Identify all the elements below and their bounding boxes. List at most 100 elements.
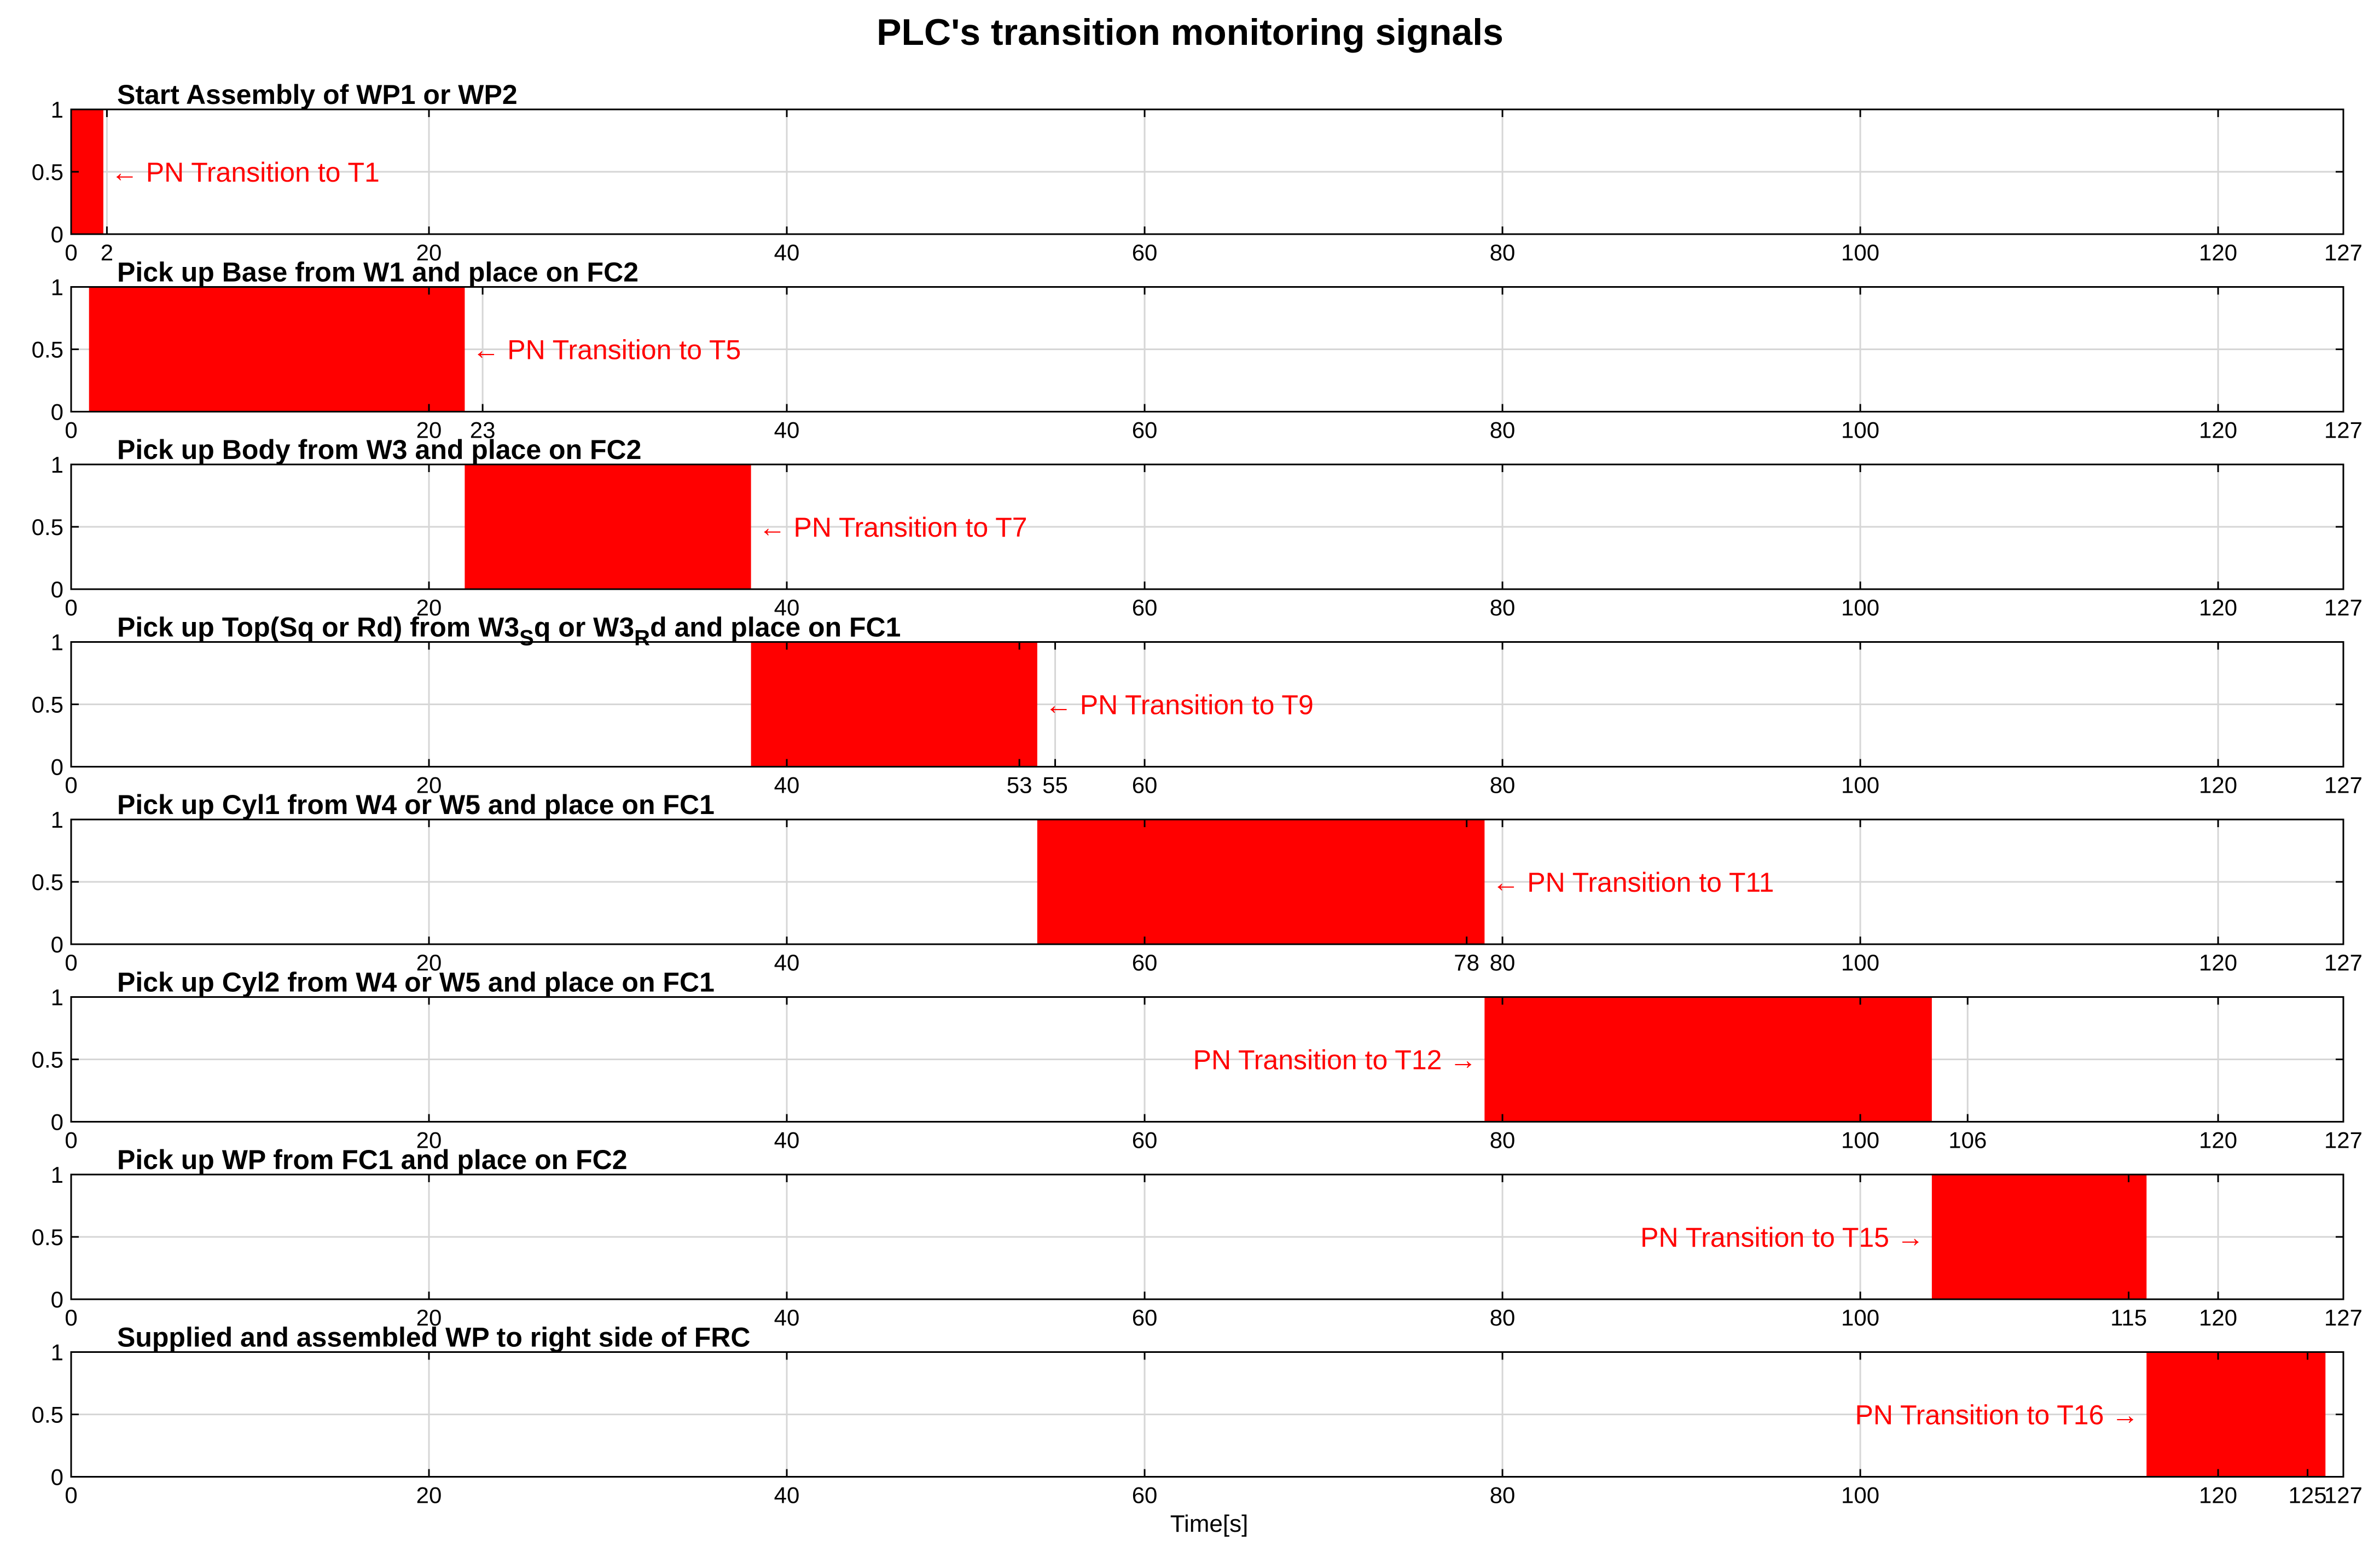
- x-tick-label: 127: [2324, 240, 2362, 265]
- annotation: ← PN Transition to T1: [111, 157, 380, 188]
- panel-title: Supplied and assembled WP to right side …: [117, 1322, 751, 1353]
- x-tick-label: 80: [1490, 1127, 1516, 1153]
- x-tick-label: 120: [2199, 417, 2237, 443]
- x-tick-label: 40: [774, 1127, 800, 1153]
- panel-title: Pick up Base from W1 and place on FC2: [117, 257, 638, 288]
- x-tick-label: 0: [65, 772, 77, 798]
- x-tick-label: 40: [774, 1483, 800, 1508]
- title-subscript: R: [634, 626, 650, 650]
- signal-bar: [1931, 1175, 2147, 1299]
- x-tick-label: 80: [1490, 950, 1516, 975]
- x-tick-label: 100: [1841, 950, 1879, 975]
- signal-bar: [89, 287, 465, 412]
- y-tick-label: 1: [51, 985, 63, 1010]
- panel-2: 0 0.5 1 0 20 23 40 60 80 100 120 127 Pick up Base fr…: [32, 257, 2362, 443]
- annotation: ← PN Transition to T9: [1045, 690, 1314, 720]
- y-tick-label: 1: [51, 807, 63, 833]
- panel-6: 0 0.5 1 0 20 40 60 80 100 106 120 127 Pick up Cyl2 f…: [32, 967, 2362, 1153]
- y-tick-label: 0: [51, 932, 63, 957]
- y-tick-label: 0.5: [32, 337, 63, 363]
- x-tick-label: 60: [1132, 240, 1158, 265]
- title-subscript: S: [519, 626, 534, 650]
- y-tick-label: 0: [51, 222, 63, 247]
- annotation: PN Transition to T12 →: [1193, 1045, 1477, 1076]
- x-tick-label: 127: [2324, 595, 2362, 620]
- x-tick-label: 100: [1841, 417, 1879, 443]
- x-tick-label: 0: [65, 1127, 77, 1153]
- signal-bar: [751, 642, 1037, 767]
- x-tick-label: 0: [65, 1483, 77, 1508]
- x-tick-label: 60: [1132, 595, 1158, 620]
- x-tick-label: 40: [774, 240, 800, 265]
- x-tick-label: 40: [774, 1305, 800, 1330]
- y-tick-label: 0: [51, 399, 63, 425]
- x-tick-label: 100: [1841, 240, 1879, 265]
- panel-3: 0 0.5 1 0 20 40 60 80 100 120 127 Pick up Body from…: [32, 434, 2362, 620]
- chart-title: PLC's transition monitoring signals: [876, 11, 1504, 53]
- y-tick-label: 1: [51, 630, 63, 655]
- x-tick-label: 100: [1841, 772, 1879, 798]
- annotation: PN Transition to T15 →: [1640, 1222, 1924, 1253]
- x-tick-label: 100: [1841, 595, 1879, 620]
- y-tick-label: 0: [51, 1287, 63, 1312]
- x-tick-label: 120: [2199, 240, 2237, 265]
- x-tick-label: 80: [1490, 240, 1516, 265]
- x-tick-label: 20: [416, 1483, 442, 1508]
- y-tick-label: 0: [51, 1109, 63, 1135]
- annotation: ← PN Transition to T5: [472, 335, 741, 365]
- x-tick-label: 100: [1841, 1127, 1879, 1153]
- annotation: ← PN Transition to T7: [759, 512, 1028, 543]
- x-tick-label: 60: [1132, 1127, 1158, 1153]
- x-tick-label: 0: [65, 950, 77, 975]
- x-tick-label: 127: [2324, 772, 2362, 798]
- x-tick-label: 40: [774, 772, 800, 798]
- x-tick-label: 120: [2199, 772, 2237, 798]
- x-tick-label: 40: [774, 950, 800, 975]
- x-tick-label: 127: [2324, 1127, 2362, 1153]
- y-tick-label: 0.5: [32, 159, 63, 185]
- panel-title: Pick up Cyl2 from W4 or W5 and place on …: [117, 967, 715, 998]
- x-tick-label: 20: [416, 772, 442, 798]
- x-tick-label: 60: [1132, 417, 1158, 443]
- x-tick-label: 55: [1042, 772, 1068, 798]
- x-tick-label: 40: [774, 595, 800, 620]
- x-tick-label: 120: [2199, 1483, 2237, 1508]
- x-tick-label: 80: [1490, 1483, 1516, 1508]
- x-tick-label: 125: [2289, 1483, 2327, 1508]
- x-tick-label: 53: [1007, 772, 1032, 798]
- annotation: ← PN Transition to T11: [1492, 867, 1774, 898]
- x-tick-label: 127: [2324, 1305, 2362, 1330]
- panel-title: Pick up Body from W3 and place on FC2: [117, 434, 641, 465]
- x-tick-label: 20: [416, 1305, 442, 1330]
- x-tick-label: 127: [2324, 417, 2362, 443]
- y-tick-label: 0.5: [32, 1224, 63, 1250]
- title-segment: q or W3: [534, 612, 634, 643]
- x-tick-label: 0: [65, 240, 77, 265]
- x-tick-label: 120: [2199, 595, 2237, 620]
- x-tick-label: 127: [2324, 950, 2362, 975]
- x-tick-label: 20: [416, 950, 442, 975]
- x-tick-label: 20: [416, 240, 442, 265]
- x-tick-label: 120: [2199, 1305, 2237, 1330]
- y-tick-label: 1: [51, 1162, 63, 1188]
- panel-5: 0 0.5 1 0 20 40 60 78 80 100 120 127 Pick up Cyl1 fr…: [32, 789, 2362, 975]
- x-tick-label: 40: [774, 417, 800, 443]
- panel-title: Pick up Top(Sq or Rd) from W3Sq or W3Rd …: [117, 612, 901, 650]
- panel-title: Pick up Cyl1 from W4 or W5 and place on …: [117, 789, 715, 820]
- x-tick-label: 60: [1132, 1483, 1158, 1508]
- y-tick-label: 1: [51, 1340, 63, 1365]
- panel-title: Start Assembly of WP1 or WP2: [117, 79, 518, 110]
- x-tick-label: 80: [1490, 1305, 1516, 1330]
- title-segment: d and place on FC1: [650, 612, 901, 643]
- panel-4: 0 0.5 1 0 20 40 53 55 60 80 100 120 127 Pick up Top(S…: [32, 612, 2362, 798]
- y-tick-label: 0: [51, 754, 63, 780]
- x-tick-label: 127: [2324, 1483, 2362, 1508]
- x-tick-label: 23: [470, 417, 496, 443]
- x-tick-label: 0: [65, 417, 77, 443]
- y-tick-label: 0.5: [32, 1047, 63, 1073]
- x-tick-label: 80: [1490, 595, 1516, 620]
- x-tick-label: 60: [1132, 950, 1158, 975]
